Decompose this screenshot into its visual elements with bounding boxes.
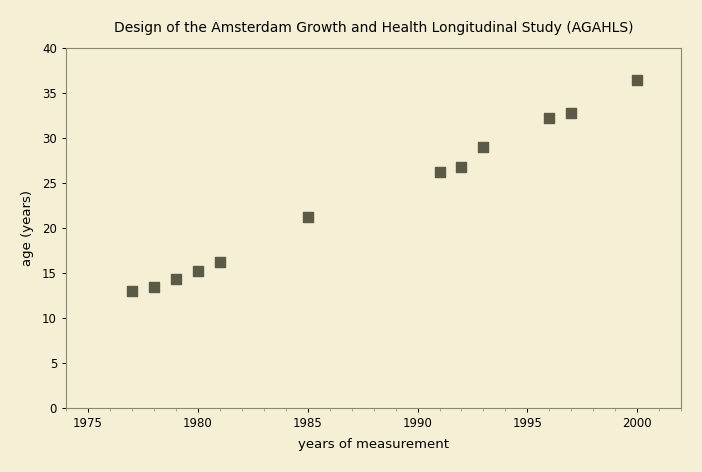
Point [214,259,225,266]
Point [302,214,313,221]
X-axis label: years of measurement: years of measurement [298,438,449,451]
Point [478,143,489,151]
Point [126,287,138,295]
Point [148,283,159,290]
Point [566,110,577,117]
Point [544,114,555,121]
Point [434,168,445,175]
Y-axis label: age (years): age (years) [21,190,34,266]
Point [632,76,643,84]
Title: Design of the Amsterdam Growth and Health Longitudinal Study (AGAHLS): Design of the Amsterdam Growth and Healt… [114,21,633,35]
Point [171,276,182,283]
Point [192,268,204,275]
Point [456,163,467,171]
